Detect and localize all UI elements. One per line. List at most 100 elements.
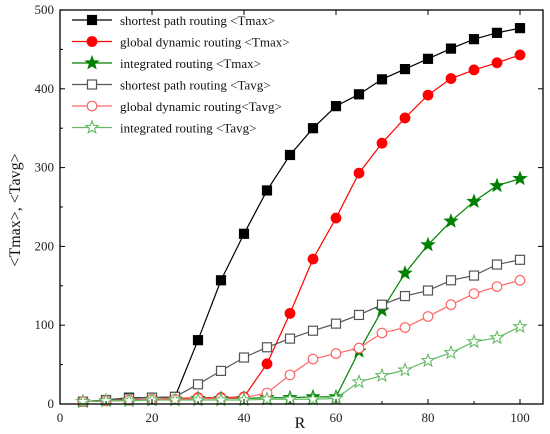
series-4 — [77, 254, 526, 407]
series-line — [82, 326, 521, 403]
legend-item: global dynamic routing<Tavg> — [72, 99, 282, 114]
y-axis-label: <Tmax>, <Tavg> — [7, 153, 24, 266]
data-point — [307, 123, 319, 134]
data-point — [330, 348, 342, 359]
data-point — [307, 253, 319, 265]
data-point — [261, 358, 273, 370]
data-point — [284, 369, 296, 381]
data-point — [213, 391, 229, 407]
data-point — [420, 352, 436, 368]
data-point — [330, 101, 342, 112]
data-point — [445, 275, 457, 286]
data-point — [491, 281, 503, 292]
data-point — [167, 391, 183, 407]
data-point — [445, 43, 457, 54]
legend-label: global dynamic routing<Tavg> — [120, 99, 282, 114]
y-tick-label: 0 — [48, 396, 55, 411]
legend-marker — [86, 100, 98, 112]
data-point — [284, 149, 296, 161]
legend-marker — [86, 14, 98, 26]
data-point — [489, 177, 505, 193]
data-point — [284, 307, 296, 319]
data-point — [307, 353, 319, 365]
x-tick-label: 100 — [510, 410, 530, 425]
data-point — [238, 228, 250, 239]
data-point — [491, 259, 503, 270]
data-point — [443, 213, 459, 228]
legend-marker — [86, 79, 98, 90]
data-point — [420, 236, 436, 252]
data-point — [374, 367, 390, 383]
data-point — [514, 274, 526, 286]
series-line — [82, 279, 521, 403]
data-point — [445, 73, 457, 84]
data-point — [466, 333, 482, 349]
data-point — [514, 23, 526, 34]
data-point — [353, 89, 365, 100]
legend-label: global dynamic routing <Tmax> — [120, 35, 290, 50]
axes: 0 20 40 60 80 100 0 100 200 300 400 500 — [35, 2, 544, 425]
data-point — [215, 275, 227, 286]
x-tick-label: 40 — [238, 410, 251, 425]
data-point — [215, 365, 227, 377]
data-point — [376, 74, 388, 85]
data-point — [514, 254, 526, 265]
data-point — [468, 64, 480, 76]
data-point — [351, 373, 367, 389]
legend-marker — [84, 54, 100, 70]
data-point — [330, 318, 342, 329]
data-point — [399, 112, 411, 124]
data-point — [422, 89, 434, 101]
legend-label: shortest path routing <Tmax> — [120, 13, 275, 28]
y-tick-label: 200 — [35, 238, 55, 253]
data-point — [443, 344, 459, 360]
series-5 — [77, 274, 526, 408]
data-point — [422, 53, 434, 64]
series-3 — [75, 170, 528, 409]
data-point — [353, 342, 365, 354]
data-point — [514, 49, 526, 61]
x-tick-label: 0 — [57, 410, 64, 425]
data-point — [192, 379, 204, 390]
data-point — [261, 342, 273, 353]
data-point — [445, 299, 457, 311]
legend-item: global dynamic routing <Tmax> — [72, 35, 290, 50]
x-tick-label: 60 — [330, 410, 343, 425]
data-point — [305, 391, 321, 406]
legend-label: integrated routing <Tmax> — [120, 56, 261, 71]
data-point — [261, 185, 273, 196]
legend-label: integrated routing <Tavg> — [120, 121, 257, 136]
data-point — [376, 327, 388, 339]
data-point — [468, 270, 480, 281]
legend: shortest path routing <Tmax> global dynam… — [72, 13, 290, 136]
data-point — [238, 352, 250, 363]
data-point — [468, 34, 480, 45]
legend-item: shortest path routing <Tmax> — [72, 13, 275, 28]
plot-area — [75, 23, 528, 409]
data-point — [491, 27, 503, 38]
legend-item: shortest path routing <Tavg> — [72, 78, 271, 93]
series-line — [82, 178, 521, 403]
data-point — [466, 193, 482, 209]
y-tick-label: 300 — [35, 160, 55, 175]
y-tick-label: 400 — [35, 81, 55, 96]
data-point — [330, 212, 342, 224]
data-point — [397, 362, 413, 377]
legend-item: integrated routing <Tmax> — [72, 54, 261, 71]
y-tick-label: 100 — [35, 317, 55, 332]
data-point — [399, 322, 411, 333]
data-point — [307, 325, 319, 336]
data-point — [376, 137, 388, 149]
data-point — [422, 285, 434, 296]
x-tick-label: 20 — [146, 410, 159, 425]
data-point — [353, 309, 365, 321]
data-point — [468, 288, 480, 300]
data-point — [512, 170, 528, 186]
legend-marker — [84, 119, 100, 135]
data-point — [491, 57, 503, 69]
data-point — [399, 63, 411, 75]
legend-label: shortest path routing <Tavg> — [120, 78, 271, 93]
y-tick-label: 500 — [35, 2, 55, 17]
legend-marker — [86, 36, 98, 47]
x-tick-label: 80 — [422, 410, 435, 425]
